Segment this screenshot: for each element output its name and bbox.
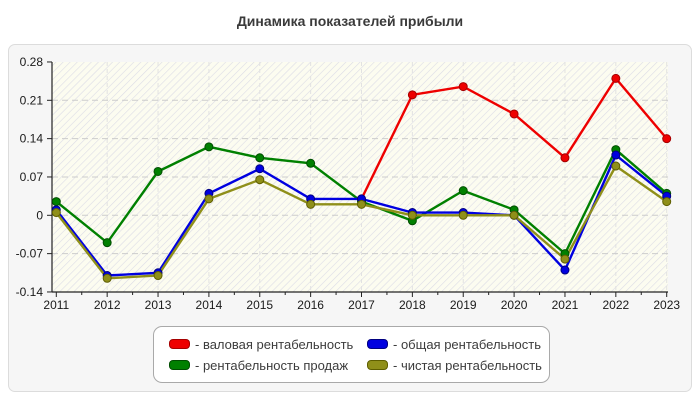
legend-label: - чистая рентабельность bbox=[393, 357, 542, 373]
data-point-чистая рентабельность bbox=[407, 210, 417, 220]
gross-margin-swatch-icon bbox=[169, 339, 190, 349]
data-point-общая рентабельность bbox=[560, 265, 570, 275]
data-point-рентабельность продаж bbox=[458, 186, 468, 196]
data-point-чистая рентабельность bbox=[102, 273, 112, 283]
data-point-чистая рентабельность bbox=[204, 194, 214, 204]
data-point-рентабельность продаж bbox=[204, 142, 214, 152]
data-point-чистая рентабельность bbox=[357, 199, 366, 209]
data-point-общая рентабельность bbox=[255, 164, 265, 174]
chart-title: Динамика показателей прибыли bbox=[236, 13, 464, 29]
x-axis-label: 2014 bbox=[196, 298, 223, 312]
x-axis-label: 2016 bbox=[297, 298, 324, 312]
y-axis-label: 0 bbox=[36, 208, 43, 222]
chart-legend: - валовая рентабельность - общая рентабе… bbox=[153, 326, 550, 383]
y-axis-label: 0.28 bbox=[20, 55, 44, 69]
x-axis-label: 2023 bbox=[653, 298, 680, 312]
data-point-чистая рентабельность bbox=[509, 210, 519, 220]
x-axis-label: 2011 bbox=[43, 298, 69, 312]
x-axis-label: 2022 bbox=[602, 298, 629, 312]
data-point-рентабельность продаж bbox=[102, 238, 112, 248]
chart-panel: 0.28 0.21 0.14 0.07 0 -0.07 -0.14 2011 2012 2013 2… bbox=[8, 44, 692, 392]
legend-label: - общая рентабельность bbox=[393, 336, 541, 352]
data-point-чистая рентабельность bbox=[611, 161, 621, 171]
x-axis-label: 2012 bbox=[94, 298, 121, 312]
sales-margin-swatch-icon bbox=[169, 360, 190, 370]
data-point-чистая рентабельность bbox=[662, 197, 672, 207]
legend-label: - рентабельность продаж bbox=[195, 357, 349, 373]
legend-label: - валовая рентабельность bbox=[195, 336, 354, 352]
data-point-рентабельность продаж bbox=[51, 197, 61, 207]
data-point-рентабельность продаж bbox=[306, 158, 316, 168]
x-axis-label: 2018 bbox=[399, 298, 426, 312]
total-margin-swatch-icon bbox=[367, 339, 388, 349]
data-point-валовая рентабельность bbox=[458, 82, 468, 92]
y-axis-label: -0.14 bbox=[16, 285, 44, 299]
legend-item-total-margin: - общая рентабельность bbox=[367, 334, 549, 354]
x-axis-label: 2015 bbox=[246, 298, 273, 312]
data-point-чистая рентабельность bbox=[458, 210, 468, 220]
data-point-общая рентабельность bbox=[611, 150, 621, 160]
x-axis-label: 2020 bbox=[501, 298, 528, 312]
data-point-валовая рентабельность bbox=[662, 134, 672, 144]
data-point-валовая рентабельность bbox=[509, 109, 519, 119]
data-point-валовая рентабельность bbox=[611, 73, 621, 83]
net-margin-swatch-icon bbox=[367, 360, 388, 370]
x-axis-label: 2019 bbox=[450, 298, 477, 312]
data-point-валовая рентабельность bbox=[407, 90, 417, 100]
legend-item-net-margin: - чистая рентабельность bbox=[367, 355, 549, 375]
y-axis-label: -0.07 bbox=[16, 247, 44, 261]
data-point-рентабельность продаж bbox=[153, 166, 163, 176]
x-axis-label: 2021 bbox=[552, 298, 579, 312]
legend-item-gross-margin: - валовая рентабельность bbox=[169, 334, 367, 354]
y-axis-label: 0.14 bbox=[20, 132, 44, 146]
x-axis-label: 2017 bbox=[348, 298, 375, 312]
data-point-чистая рентабельность bbox=[255, 175, 265, 185]
y-axis-label: 0.21 bbox=[20, 93, 44, 107]
data-point-валовая рентабельность bbox=[560, 153, 570, 163]
data-point-чистая рентабельность bbox=[560, 254, 570, 264]
data-point-чистая рентабельность bbox=[306, 199, 316, 209]
y-axis-label: 0.07 bbox=[20, 170, 44, 184]
x-axis-label: 2013 bbox=[145, 298, 172, 312]
data-point-рентабельность продаж bbox=[255, 153, 265, 163]
data-point-чистая рентабельность bbox=[51, 208, 61, 218]
legend-item-sales-margin: - рентабельность продаж bbox=[169, 355, 367, 375]
data-point-чистая рентабельность bbox=[153, 271, 163, 281]
